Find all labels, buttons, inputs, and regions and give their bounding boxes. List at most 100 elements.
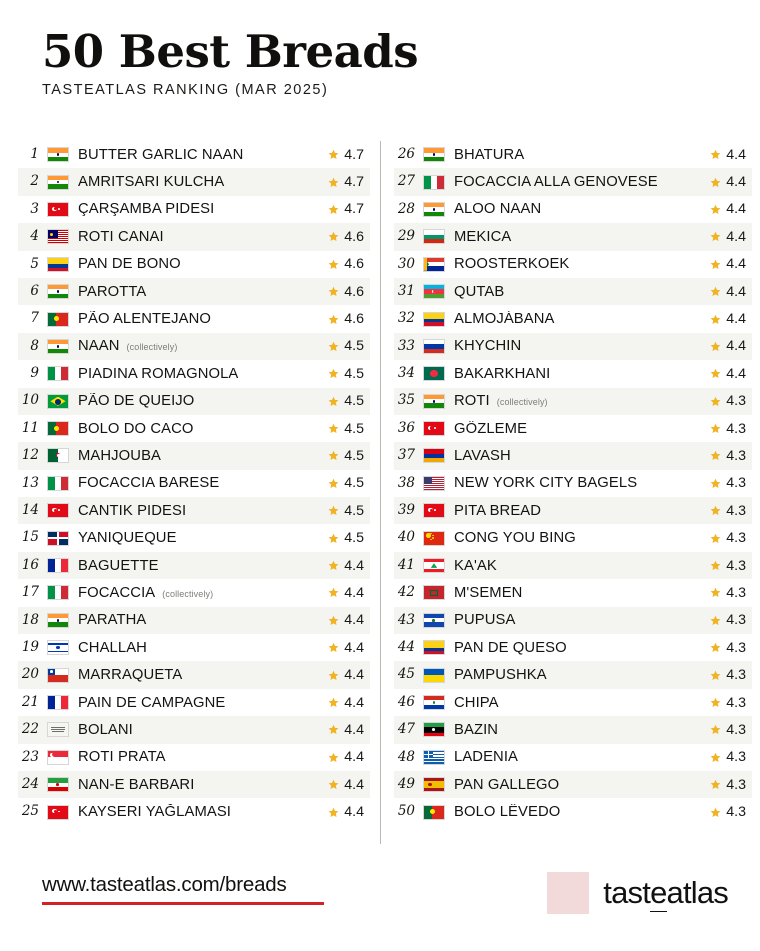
ranking-row[interactable]: 32 ALMOJÁBANA 4.4 (394, 305, 752, 332)
ranking-row[interactable]: 47 BAZIN 4.3 (394, 716, 752, 744)
ranking-row[interactable]: 40 CONG YOU BING 4.3 (394, 524, 752, 551)
dish-name[interactable]: ÇARŞAMBA PIDESI (78, 201, 312, 217)
dish-name[interactable]: ALMOJÁBANA (454, 311, 694, 327)
ranking-row[interactable]: 30 ROOSTERKOEK 4.4 (394, 251, 752, 278)
dish-name[interactable]: ROTI (collectively) (454, 393, 694, 409)
dish-name[interactable]: KAYSERI YAĞLAMASI (78, 804, 312, 820)
dish-name[interactable]: MARRAQUETA (78, 667, 312, 683)
brand-logo[interactable]: tasteatlas (547, 872, 729, 914)
ranking-row[interactable]: 5 PAN DE BONO 4.6 (18, 251, 370, 278)
dish-name[interactable]: PARATHA (78, 612, 312, 628)
dish-name[interactable]: CANTIK PIDESI (78, 503, 312, 519)
ranking-row[interactable]: 15 YANIQUEQUE 4.5 (18, 524, 370, 551)
dish-name[interactable]: NAN-E BARBARI (78, 777, 312, 793)
ranking-row[interactable]: 33 KHYCHIN 4.4 (394, 332, 752, 361)
dish-name[interactable]: PAROTTA (78, 284, 312, 300)
ranking-row[interactable]: 44 PAN DE QUESO 4.3 (394, 634, 752, 661)
ranking-row[interactable]: 34 BAKARKHANI 4.4 (394, 360, 752, 387)
dish-name[interactable]: MEKICA (454, 229, 694, 245)
dish-name[interactable]: PAIN DE CAMPAGNE (78, 695, 312, 711)
dish-name[interactable]: BOLANI (78, 722, 312, 738)
ranking-row[interactable]: 38 NEW YORK CITY BAGELS 4.3 (394, 470, 752, 497)
ranking-row[interactable]: 46 CHIPA 4.3 (394, 689, 752, 716)
ranking-row[interactable]: 11 BOLO DO CACO 4.5 (18, 415, 370, 442)
dish-name[interactable]: LADENIA (454, 749, 694, 765)
ranking-row[interactable]: 20 MARRAQUETA 4.4 (18, 661, 370, 689)
ranking-row[interactable]: 3 ÇARŞAMBA PIDESI 4.7 (18, 196, 370, 223)
dish-name[interactable]: YANIQUEQUE (78, 530, 312, 546)
ranking-row[interactable]: 22 BOLANI 4.4 (18, 716, 370, 744)
ranking-row[interactable]: 43 PUPUSA 4.3 (394, 606, 752, 635)
dish-name[interactable]: QUTAB (454, 284, 694, 300)
dish-name[interactable]: BAGUETTE (78, 558, 312, 574)
dish-name[interactable]: CONG YOU BING (454, 530, 694, 546)
ranking-row[interactable]: 24 NAN-E BARBARI 4.4 (18, 770, 370, 799)
dish-name[interactable]: BOLO DO CACO (78, 421, 312, 437)
ranking-row[interactable]: 29 MEKICA 4.4 (394, 223, 752, 251)
ranking-row[interactable]: 16 BAGUETTE 4.4 (18, 551, 370, 580)
dish-name[interactable]: MAHJOUBA (78, 448, 312, 464)
dish-name[interactable]: LAVASH (454, 448, 694, 464)
ranking-row[interactable]: 23 ROTI PRATA 4.4 (18, 744, 370, 771)
ranking-row[interactable]: 7 PÃO ALENTEJANO 4.6 (18, 305, 370, 332)
dish-name[interactable]: BAZIN (454, 722, 694, 738)
ranking-row[interactable]: 45 PAMPUSHKA 4.3 (394, 661, 752, 689)
ranking-row[interactable]: 17 FOCACCIA (collectively) 4.4 (18, 579, 370, 606)
dish-name[interactable]: GÖZLEME (454, 421, 694, 437)
ranking-row[interactable]: 9 PIADINA ROMAGNOLA 4.5 (18, 360, 370, 387)
ranking-row[interactable]: 1 BUTTER GARLIC NAAN 4.7 (18, 141, 370, 168)
dish-name[interactable]: KHYCHIN (454, 338, 694, 354)
ranking-row[interactable]: 19 CHALLAH 4.4 (18, 634, 370, 661)
dish-name[interactable]: PAN GALLEGO (454, 777, 694, 793)
ranking-row[interactable]: 28 ALOO NAAN 4.4 (394, 196, 752, 223)
website-url[interactable]: www.tasteatlas.com/breads (42, 873, 287, 896)
dish-name[interactable]: ROOSTERKOEK (454, 256, 694, 272)
dish-name[interactable]: PAN DE BONO (78, 256, 312, 272)
dish-name[interactable]: PÃO ALENTEJANO (78, 311, 312, 327)
ranking-row[interactable]: 14 CANTIK PIDESI 4.5 (18, 497, 370, 525)
ranking-row[interactable]: 42 M'SEMEN 4.3 (394, 579, 752, 606)
dish-name[interactable]: PÃO DE QUEIJO (78, 393, 312, 409)
ranking-row[interactable]: 6 PAROTTA 4.6 (18, 277, 370, 306)
dish-name[interactable]: BOLO LÊVEDO (454, 804, 694, 820)
dish-name[interactable]: CHALLAH (78, 640, 312, 656)
ranking-row[interactable]: 27 FOCACCIA ALLA GENOVESE 4.4 (394, 168, 752, 196)
ranking-row[interactable]: 8 NAAN (collectively) 4.5 (18, 332, 370, 361)
ranking-row[interactable]: 50 BOLO LÊVEDO 4.3 (394, 798, 752, 825)
dish-name[interactable]: KA'AK (454, 558, 694, 574)
ranking-row[interactable]: 26 BHATURA 4.4 (394, 141, 752, 168)
dish-name[interactable]: FOCACCIA ALLA GENOVESE (454, 174, 694, 190)
dish-name[interactable]: CHIPA (454, 695, 694, 711)
dish-name[interactable]: PAMPUSHKA (454, 667, 694, 683)
dish-name[interactable]: FOCACCIA (collectively) (78, 585, 312, 601)
ranking-row[interactable]: 31 QUTAB 4.4 (394, 277, 752, 306)
ranking-row[interactable]: 48 LADENIA 4.3 (394, 744, 752, 771)
ranking-row[interactable]: 21 PAIN DE CAMPAGNE 4.4 (18, 689, 370, 716)
dish-name[interactable]: PIADINA ROMAGNOLA (78, 366, 312, 382)
dish-name[interactable]: AMRITSARI KULCHA (78, 174, 312, 190)
ranking-row[interactable]: 4 ROTI CANAI 4.6 (18, 223, 370, 251)
website-url-block[interactable]: www.tasteatlas.com/breads (42, 873, 324, 906)
dish-name[interactable]: ROTI CANAI (78, 229, 312, 245)
ranking-row[interactable]: 39 PITA BREAD 4.3 (394, 497, 752, 525)
dish-name[interactable]: PITA BREAD (454, 503, 694, 519)
dish-name[interactable]: NAAN (collectively) (78, 338, 312, 354)
ranking-row[interactable]: 10 PÃO DE QUEIJO 4.5 (18, 387, 370, 415)
ranking-row[interactable]: 35 ROTI (collectively) 4.3 (394, 387, 752, 415)
ranking-row[interactable]: 2 AMRITSARI KULCHA 4.7 (18, 168, 370, 196)
ranking-row[interactable]: 37 LAVASH 4.3 (394, 442, 752, 470)
ranking-row[interactable]: 13 FOCACCIA BARESE 4.5 (18, 470, 370, 497)
ranking-row[interactable]: 49 PAN GALLEGO 4.3 (394, 770, 752, 799)
dish-name[interactable]: M'SEMEN (454, 585, 694, 601)
dish-name[interactable]: BUTTER GARLIC NAAN (78, 147, 312, 163)
ranking-row[interactable]: 25 KAYSERI YAĞLAMASI 4.4 (18, 798, 370, 825)
dish-name[interactable]: NEW YORK CITY BAGELS (454, 475, 694, 491)
ranking-row[interactable]: 36 GÖZLEME 4.3 (394, 415, 752, 442)
dish-name[interactable]: FOCACCIA BARESE (78, 475, 312, 491)
dish-name[interactable]: PAN DE QUESO (454, 640, 694, 656)
dish-name[interactable]: BHATURA (454, 147, 694, 163)
dish-name[interactable]: ROTI PRATA (78, 749, 312, 765)
dish-name[interactable]: ALOO NAAN (454, 201, 694, 217)
dish-name[interactable]: PUPUSA (454, 612, 694, 628)
dish-name[interactable]: BAKARKHANI (454, 366, 694, 382)
